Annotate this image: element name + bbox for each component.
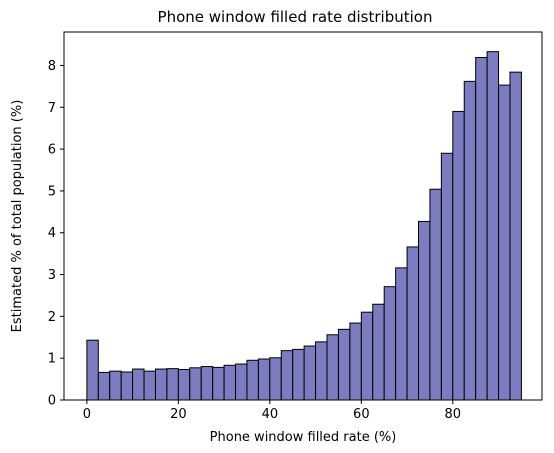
histogram-bar (257, 358, 271, 401)
histogram-bar (269, 357, 282, 401)
histogram-bar (383, 286, 397, 401)
y-axis-label: Estimated % of total population (%) (10, 100, 25, 333)
histogram-bar (429, 188, 442, 401)
x-tick-label: 0 (83, 407, 91, 422)
histogram-bar (509, 71, 522, 401)
histogram-bar (315, 341, 328, 401)
bars-group (86, 51, 522, 401)
histogram-bar (440, 152, 454, 401)
histogram-bar (417, 220, 431, 401)
histogram-bar (280, 350, 294, 401)
histogram-bar (166, 368, 179, 401)
y-tick-label: 3 (48, 268, 56, 283)
histogram-bar (326, 334, 339, 401)
y-tick-label: 1 (48, 352, 56, 367)
histogram-bar (406, 246, 419, 401)
histogram-bar (143, 370, 156, 401)
histogram-bar (292, 348, 305, 401)
histogram-bar (200, 366, 214, 401)
histogram-bar (109, 370, 122, 401)
histogram-bar (120, 371, 134, 401)
histogram-bar (235, 363, 248, 401)
histogram-bar (223, 364, 237, 401)
y-tick-label: 0 (48, 394, 56, 409)
histogram-bar (212, 366, 225, 401)
plot-frame (63, 31, 543, 401)
x-tick-label: 20 (170, 407, 187, 422)
y-tick-label: 2 (48, 310, 56, 325)
y-tick-label: 5 (48, 184, 56, 199)
histogram-bar (463, 80, 477, 401)
y-tick-label: 7 (48, 101, 56, 116)
y-tick-label: 6 (48, 143, 56, 158)
histogram-bar (177, 368, 191, 401)
x-tick-label: 60 (353, 407, 370, 422)
histogram-bar (486, 51, 500, 401)
ticks-group: 0 20 40 60 80 0 1 2 3 4 5 6 7 8 (48, 59, 461, 422)
histogram-bar (452, 110, 465, 401)
histogram-bar (246, 359, 259, 401)
y-tick-label: 4 (48, 226, 56, 241)
histogram-bar (337, 328, 351, 401)
x-axis-label: Phone window filled rate (%) (210, 430, 397, 445)
histogram-bar (349, 322, 362, 401)
x-tick-label: 40 (262, 407, 279, 422)
chart-title: Phone window filled rate distribution (158, 8, 433, 26)
histogram-bar (360, 311, 374, 401)
histogram-bar (372, 303, 385, 401)
histogram-bar (303, 345, 317, 401)
histogram-bar (475, 57, 488, 401)
histogram-bar (86, 339, 99, 401)
y-tick-label: 8 (48, 59, 56, 74)
histogram-bar (395, 267, 408, 401)
histogram-bar (132, 368, 145, 401)
histogram-bar (189, 367, 202, 401)
histogram-bar (154, 368, 168, 401)
histogram-bar (498, 84, 511, 401)
x-tick-label: 80 (445, 407, 462, 422)
histogram-bar (97, 371, 111, 401)
